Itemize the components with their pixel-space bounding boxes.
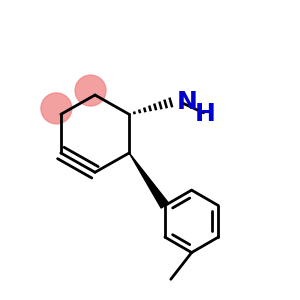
Text: N: N <box>177 90 198 114</box>
Circle shape <box>41 93 72 124</box>
Text: H: H <box>195 102 216 126</box>
Polygon shape <box>129 153 169 208</box>
Circle shape <box>75 75 106 106</box>
